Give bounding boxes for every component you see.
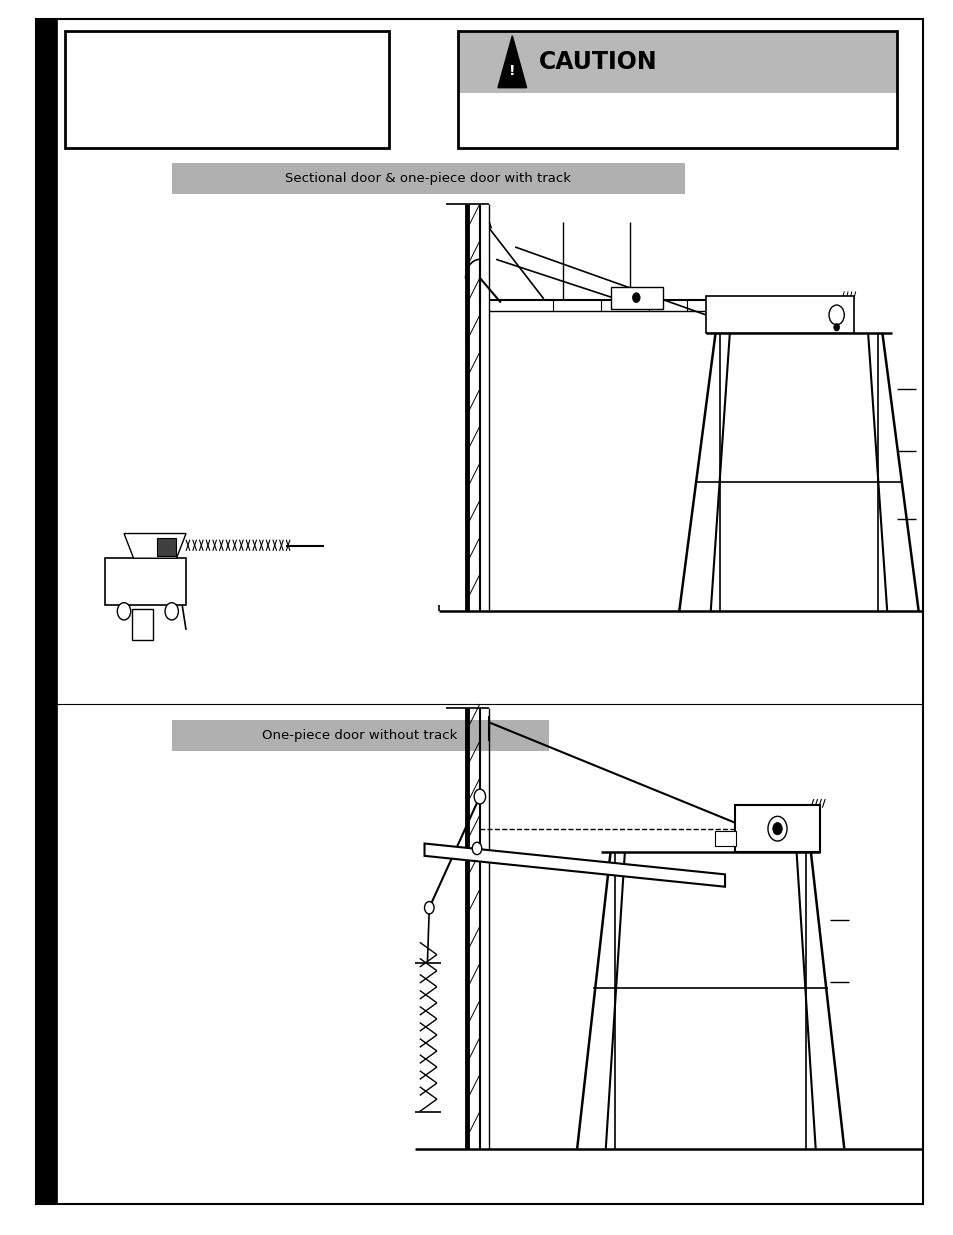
Circle shape	[767, 816, 786, 841]
Bar	[172, 163, 684, 194]
Polygon shape	[497, 36, 526, 88]
Circle shape	[424, 902, 434, 914]
Text: Sectional door & one-piece door with track: Sectional door & one-piece door with tra…	[285, 172, 571, 185]
Circle shape	[165, 603, 178, 620]
Circle shape	[772, 823, 781, 835]
Bar	[705, 296, 853, 333]
Text: One-piece door without track: One-piece door without track	[262, 729, 457, 742]
Text: CAUTION: CAUTION	[538, 49, 657, 74]
Bar	[65, 31, 389, 148]
Text: !: !	[509, 64, 515, 78]
Bar	[172, 720, 548, 751]
Circle shape	[474, 789, 485, 804]
Bar	[36, 19, 57, 1204]
Bar	[132, 609, 152, 640]
Circle shape	[828, 305, 843, 325]
Bar	[734, 805, 820, 852]
Bar	[457, 31, 896, 148]
Circle shape	[117, 603, 131, 620]
Polygon shape	[124, 534, 186, 558]
Bar	[157, 538, 176, 556]
Bar	[715, 831, 736, 846]
Circle shape	[472, 842, 481, 855]
Bar	[105, 558, 186, 605]
Circle shape	[833, 324, 839, 331]
Circle shape	[632, 293, 639, 303]
Polygon shape	[424, 844, 724, 887]
Bar	[610, 287, 662, 309]
Bar	[457, 31, 896, 93]
